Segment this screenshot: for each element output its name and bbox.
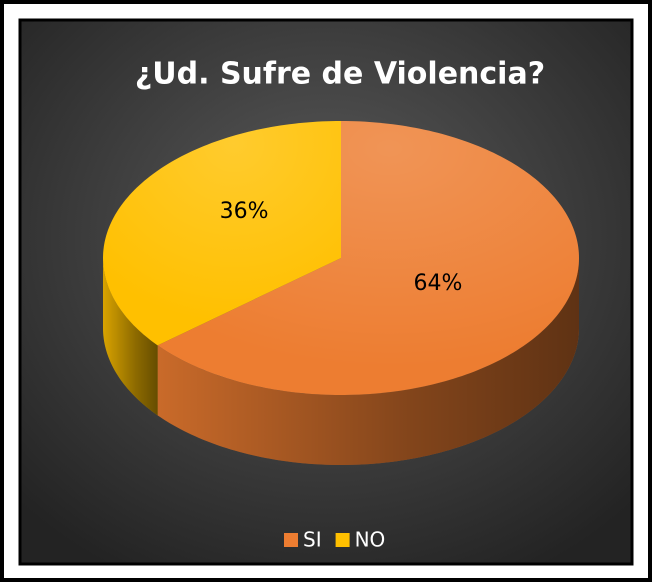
legend-label: SI — [303, 528, 322, 552]
chart-title: ¿Ud. Sufre de Violencia? — [135, 57, 545, 92]
slice-shine — [103, 121, 341, 346]
legend-label: NO — [355, 528, 386, 552]
legend-swatch — [335, 533, 350, 547]
slice-shine — [157, 121, 579, 395]
data-label: 36% — [220, 199, 269, 224]
legend-swatch — [284, 533, 298, 547]
slice-side-shade — [103, 258, 158, 416]
slice-side-shade — [157, 258, 579, 465]
data-label: 64% — [413, 271, 462, 296]
